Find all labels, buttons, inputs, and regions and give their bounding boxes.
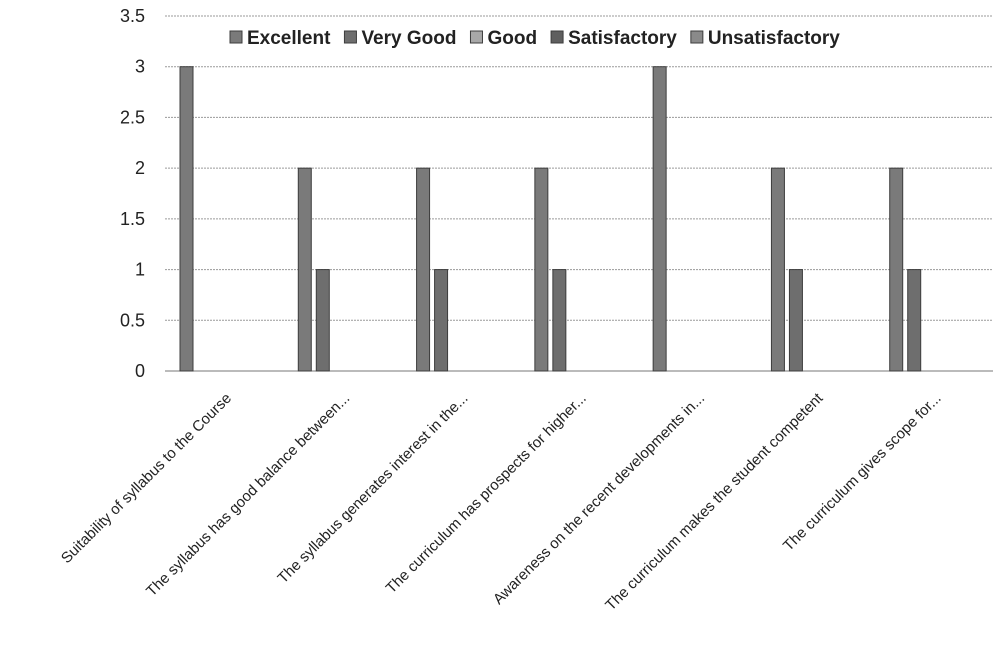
y-tick-label: 1 xyxy=(135,260,145,280)
x-category-label: The curriculum makes the student compete… xyxy=(602,389,827,614)
legend-swatch xyxy=(469,30,483,44)
x-category-label: The syllabus generates interest in the..… xyxy=(274,390,471,587)
y-tick-label: 2.5 xyxy=(120,107,145,127)
legend-label: Unsatisfactory xyxy=(708,28,840,49)
y-tick-label: 0 xyxy=(135,361,145,381)
bar xyxy=(889,167,904,372)
x-category-label: The curriculum has prospects for higher.… xyxy=(383,390,590,597)
legend-item: Good xyxy=(469,28,537,49)
legend-item: Satisfactory xyxy=(550,28,677,49)
legend: Excellent Very Good Good Satisfactory Unsati… xyxy=(229,28,840,49)
bar xyxy=(788,269,803,372)
y-tick-label: 3 xyxy=(135,57,145,77)
bar xyxy=(534,167,549,372)
bar xyxy=(907,269,922,372)
bar xyxy=(652,66,667,372)
y-tick-label: 3.5 xyxy=(120,6,145,26)
x-axis-category-labels: Suitability of syllabus to the CourseThe… xyxy=(58,389,945,614)
legend-item: Very Good xyxy=(343,28,456,49)
bar xyxy=(434,269,449,372)
legend-swatch xyxy=(690,30,704,44)
legend-swatch xyxy=(343,30,357,44)
bar xyxy=(416,167,431,372)
legend-swatch xyxy=(550,30,564,44)
legend-label: Good xyxy=(487,28,537,49)
y-tick-label: 2 xyxy=(135,158,145,178)
bar xyxy=(179,66,194,372)
legend-label: Excellent xyxy=(247,28,331,49)
y-tick-label: 0.5 xyxy=(120,310,145,330)
bar xyxy=(552,269,567,372)
legend-item: Unsatisfactory xyxy=(690,28,840,49)
x-category-label: The syllabus has good balance between... xyxy=(143,390,353,600)
gridlines xyxy=(165,15,993,372)
x-category-label: Awareness on the recent developments in.… xyxy=(490,390,708,608)
legend-label: Satisfactory xyxy=(568,28,677,49)
bar xyxy=(297,167,312,372)
bars xyxy=(179,66,922,372)
legend-swatch xyxy=(229,30,243,44)
y-tick-label: 1.5 xyxy=(120,209,145,229)
legend-item: Excellent xyxy=(229,28,331,49)
y-axis-ticks: 0 0.5 1 1.5 2 2.5 3 3.5 xyxy=(120,6,145,381)
legend-label: Very Good xyxy=(361,28,456,49)
bar xyxy=(315,269,330,372)
bar xyxy=(770,167,785,372)
